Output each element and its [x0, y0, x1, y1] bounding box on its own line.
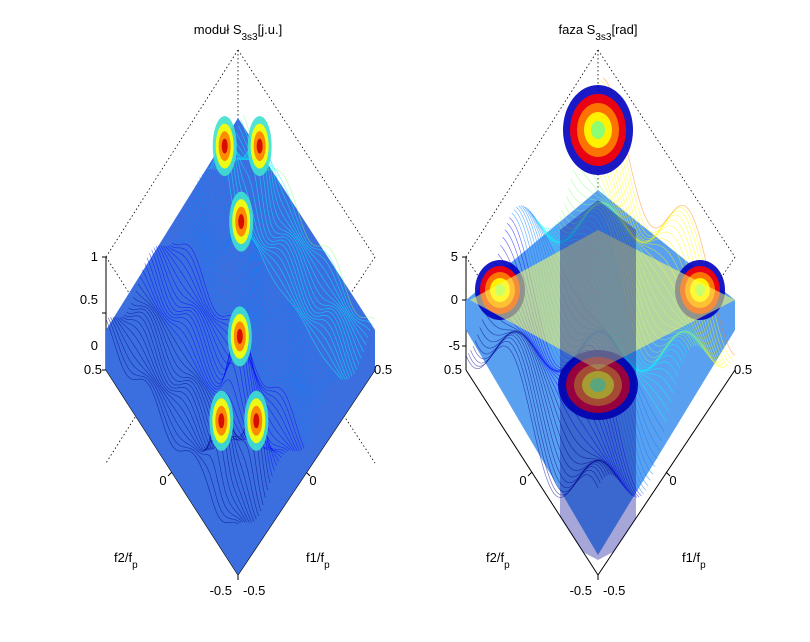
surface-peak: [590, 378, 606, 392]
mesh-line: [217, 136, 351, 379]
mesh-line: [158, 245, 291, 451]
mesh-line: [215, 126, 348, 380]
mesh-line: [181, 225, 314, 431]
mesh-line: [474, 332, 608, 484]
modul-plot: moduł S3s3[j.u.] 1: [80, 22, 392, 598]
surface-regions: [470, 85, 735, 560]
surface-peaks: [209, 116, 272, 451]
y-tick-label: 0.5: [84, 362, 102, 377]
mesh-line: [481, 319, 615, 477]
x-tick-label: 0: [669, 473, 676, 488]
surface-peak: [218, 413, 225, 429]
modul-x-axis-label: f1/fp: [306, 550, 330, 571]
z-tick-label: 0.5: [80, 292, 98, 307]
surface-peak: [253, 413, 260, 429]
mesh-line: [121, 316, 255, 522]
mesh-line: [196, 181, 330, 387]
modul-title: moduł S3s3[j.u.]: [194, 22, 282, 43]
z-tick-label: 0: [451, 292, 458, 307]
modul-z-ticks: 1 0.5 0: [80, 249, 98, 353]
modul-surface: [106, 114, 375, 575]
faza-x-axis-label: f1/fp: [682, 550, 706, 571]
mesh-line: [479, 327, 613, 476]
mesh-line: [124, 314, 257, 520]
mesh-line: [112, 317, 246, 523]
y-tick-label: 0.5: [444, 362, 462, 377]
mesh-line: [106, 319, 239, 525]
mesh-line: [208, 137, 342, 380]
mesh-line: [213, 121, 346, 380]
surface-peak: [256, 138, 263, 154]
faza-xy-ticks: 0.5 0 -0.5 -0.5 0 0.5: [444, 362, 752, 598]
mesh-line: [206, 153, 339, 380]
mesh-line: [220, 146, 353, 377]
mesh-line: [201, 174, 335, 382]
y-tick-label: -0.5: [570, 583, 592, 598]
mesh-line: [107, 317, 241, 524]
mesh-line: [183, 218, 316, 424]
faza-surface: [466, 77, 735, 560]
surface-peak: [591, 121, 605, 139]
z-tick-label: -5: [448, 338, 460, 353]
y-tick-label: 0: [159, 473, 166, 488]
mesh-line: [477, 331, 610, 478]
mesh-line: [210, 124, 344, 380]
z-tick-label: 5: [451, 249, 458, 264]
mesh-line: [190, 197, 323, 404]
x-tick-label: 0.5: [734, 362, 752, 377]
y-tick-label: -0.5: [210, 583, 232, 598]
faza-y-axis-label: f2/fp: [486, 550, 510, 571]
phase-plateau: [470, 230, 735, 370]
mesh-line: [192, 191, 326, 397]
mesh-line: [110, 317, 243, 523]
x-tick-label: -0.5: [603, 583, 625, 598]
mesh-line: [160, 245, 294, 451]
x-tick-label: 0.5: [374, 362, 392, 377]
mesh-line: [117, 317, 250, 523]
mesh-line: [128, 307, 262, 512]
mesh-line: [199, 177, 332, 384]
faza-plot: faza S3s3[rad] 5 0 -5: [444, 22, 752, 598]
y-tick-label: 0: [519, 473, 526, 488]
mesh-line: [114, 317, 248, 523]
surface-peak: [221, 138, 228, 154]
faza-z-ticks: 5 0 -5: [448, 249, 460, 353]
surface-peak: [238, 214, 245, 230]
mesh-line: [203, 171, 337, 380]
faza-axis-lines: [462, 256, 736, 580]
modul-y-axis-label: f2/fp: [114, 550, 138, 571]
modul-xy-ticks: 0.5 0 -0.5 -0.5 0 0.5: [84, 362, 392, 598]
x-tick-label: 0: [309, 473, 316, 488]
mesh-line: [187, 204, 321, 410]
mesh-line: [185, 211, 319, 417]
mesh-line: [486, 301, 619, 481]
faza-title: faza S3s3[rad]: [559, 22, 638, 43]
mesh-line: [483, 310, 617, 478]
phase-wall: [560, 200, 636, 560]
mesh-line: [119, 317, 253, 523]
z-tick-label: 0: [91, 338, 98, 353]
surface-peak: [236, 328, 243, 344]
x-tick-label: -0.5: [243, 583, 265, 598]
mesh-line: [194, 185, 328, 392]
z-tick-label: 1: [91, 249, 98, 264]
